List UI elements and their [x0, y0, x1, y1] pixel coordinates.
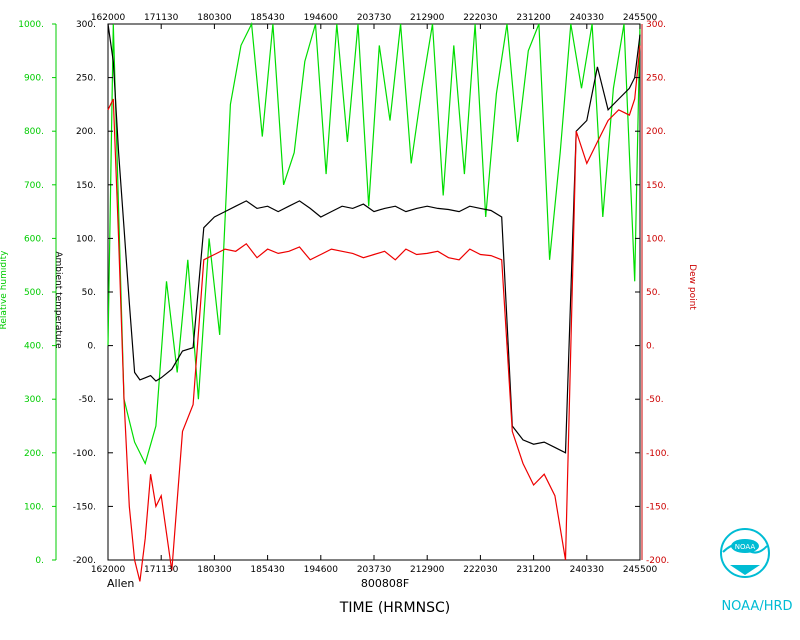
left-axis-label: Relative humidity [0, 250, 9, 330]
left-axis-tick-label: 100. [24, 502, 44, 512]
inner-axis-tick-label: 100. [76, 234, 96, 244]
right-axis-tick-label: 0. [646, 342, 655, 352]
x-bottom-tick-label: 162000 [91, 565, 126, 575]
x-top-tick-label: 185430 [250, 13, 285, 23]
x-bottom-tick-label: 222030 [463, 565, 498, 575]
left-axis-tick-label: 900. [24, 74, 44, 84]
inner-axis-tick-label: -150. [73, 502, 96, 512]
left-axis-tick-label: 200. [24, 449, 44, 459]
inner-axis-tick-label: 50. [82, 288, 96, 298]
series-line-ambient-temperature [107, 23, 641, 454]
inner-axis-tick-label: 200. [76, 127, 96, 137]
x-top-tick-label: 203730 [357, 13, 392, 23]
right-axis-tick-label: 150. [646, 181, 666, 191]
noaa-logo-icon: NOAA [720, 528, 770, 578]
x-top-tick-label: 240330 [570, 13, 605, 23]
x-top-tick-label: 212900 [410, 13, 445, 23]
flight-id: 800808F [361, 577, 409, 590]
tick-labels: 0. -200. -200. 100. -150. -150. 200. -100. -100.… [18, 13, 669, 575]
left-axis-tick-label: 800. [24, 127, 44, 137]
series-line-dew-point [107, 45, 641, 582]
plot-frame [107, 23, 641, 561]
x-bottom-tick-label: 171130 [144, 565, 179, 575]
right-axis-tick-label: -100. [646, 449, 669, 459]
x-top-tick-label: 194600 [304, 13, 339, 23]
inner-axis-tick-label: 300. [76, 20, 96, 30]
x-bottom-tick-label: 212900 [410, 565, 445, 575]
inner-axis-tick-label: -100. [73, 449, 96, 459]
series-line-relative-humidity [107, 21, 641, 466]
right-axis-tick-label: -200. [646, 556, 669, 566]
right-axis-tick-label: 300. [646, 20, 666, 30]
right-axis-tick-label: 50. [646, 288, 660, 298]
plot-area [55, 23, 643, 561]
right-axis-tick-label: 200. [646, 127, 666, 137]
x-bottom-tick-label: 180300 [197, 565, 232, 575]
right-axis-tick-label: 250. [646, 74, 666, 84]
svg-text:NOAA: NOAA [735, 543, 756, 551]
inner-axis-tick-label: 0. [87, 342, 96, 352]
x-bottom-tick-label: 245500 [623, 565, 658, 575]
right-axis-label: Dew point [687, 264, 697, 310]
right-axis-tick-label: -150. [646, 502, 669, 512]
left-axis-tick-label: 400. [24, 342, 44, 352]
inner-axis-tick-label: -200. [73, 556, 96, 566]
x-bottom-tick-label: 231200 [516, 565, 551, 575]
x-top-tick-label: 171130 [144, 13, 179, 23]
x-top-tick-label: 231200 [516, 13, 551, 23]
x-bottom-tick-label: 185430 [250, 565, 285, 575]
x-top-tick-label: 245500 [623, 13, 658, 23]
x-bottom-tick-label: 203730 [357, 565, 392, 575]
left-axis-tick-label: 700. [24, 181, 44, 191]
x-bottom-tick-label: 240330 [570, 565, 605, 575]
left-axis-tick-label: 300. [24, 395, 44, 405]
inner-axis-tick-label: 250. [76, 74, 96, 84]
series-group [107, 21, 641, 582]
storm-name: Allen [107, 577, 134, 590]
left-axis-tick-label: 600. [24, 234, 44, 244]
x-top-tick-label: 222030 [463, 13, 498, 23]
left-axis-tick-label: 500. [24, 288, 44, 298]
right-axis-tick-label: -50. [646, 395, 664, 405]
right-axis-tick-label: 100. [646, 234, 666, 244]
x-top-tick-label: 162000 [91, 13, 126, 23]
inner-axis-label: Ambient temperature [53, 251, 63, 349]
left-axis-tick-label: 0. [35, 556, 44, 566]
inner-axis-tick-label: 150. [76, 181, 96, 191]
inner-axis-tick-label: -50. [78, 395, 96, 405]
x-axis-label: TIME (HRMNSC) [339, 600, 450, 616]
x-top-tick-label: 180300 [197, 13, 232, 23]
x-bottom-tick-label: 194600 [304, 565, 339, 575]
org-credit: NOAA/HRD [721, 599, 792, 614]
left-axis-tick-label: 1000. [18, 20, 44, 30]
